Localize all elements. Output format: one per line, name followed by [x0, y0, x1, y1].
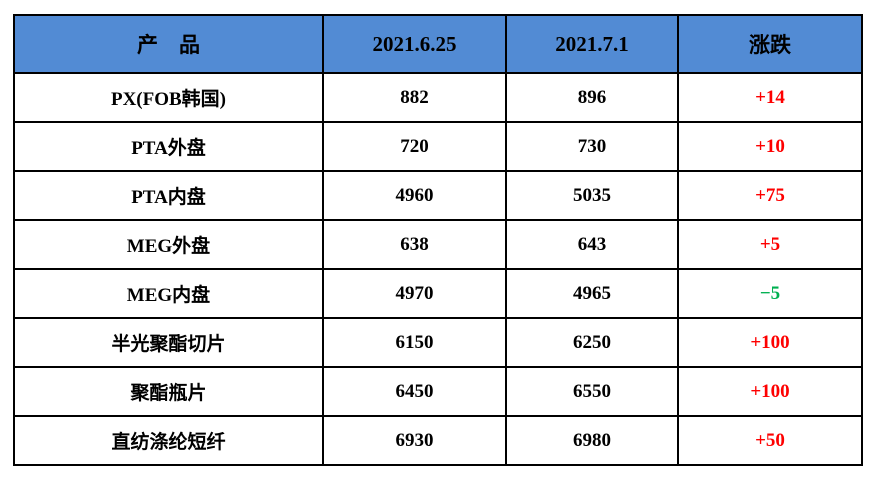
price-0625-cell: 720 — [322, 121, 507, 172]
header-change: 涨跌 — [677, 14, 863, 74]
product-cell: PX(FOB韩国) — [13, 72, 324, 123]
product-cell: 聚酯瓶片 — [13, 366, 324, 417]
product-cell: PTA内盘 — [13, 170, 324, 221]
price-0701-cell: 896 — [505, 72, 679, 123]
product-cell: MEG外盘 — [13, 219, 324, 270]
price-0625-cell: 4970 — [322, 268, 507, 319]
change-cell: +100 — [677, 366, 863, 417]
table-row: PTA外盘 720 730 +10 — [13, 121, 863, 172]
header-date-0625: 2021.6.25 — [322, 14, 507, 74]
price-0625-cell: 6150 — [322, 317, 507, 368]
price-0701-cell: 5035 — [505, 170, 679, 221]
price-0625-cell: 6450 — [322, 366, 507, 417]
price-0625-cell: 638 — [322, 219, 507, 270]
table-row: 半光聚酯切片 6150 6250 +100 — [13, 317, 863, 368]
change-cell: +14 — [677, 72, 863, 123]
change-cell: +5 — [677, 219, 863, 270]
table-row: 聚酯瓶片 6450 6550 +100 — [13, 366, 863, 417]
product-cell: 半光聚酯切片 — [13, 317, 324, 368]
price-0625-cell: 882 — [322, 72, 507, 123]
header-date-0701: 2021.7.1 — [505, 14, 679, 74]
table-row: MEG外盘 638 643 +5 — [13, 219, 863, 270]
price-table: 产 品 2021.6.25 2021.7.1 涨跌 PX(FOB韩国) 882 … — [13, 14, 863, 466]
price-0701-cell: 643 — [505, 219, 679, 270]
price-0701-cell: 6250 — [505, 317, 679, 368]
price-0701-cell: 730 — [505, 121, 679, 172]
price-0625-cell: 6930 — [322, 415, 507, 466]
change-cell: +100 — [677, 317, 863, 368]
product-cell: PTA外盘 — [13, 121, 324, 172]
product-cell: MEG内盘 — [13, 268, 324, 319]
table-row: PX(FOB韩国) 882 896 +14 — [13, 72, 863, 123]
price-0701-cell: 6550 — [505, 366, 679, 417]
change-cell: −5 — [677, 268, 863, 319]
change-cell: +75 — [677, 170, 863, 221]
table-row: PTA内盘 4960 5035 +75 — [13, 170, 863, 221]
price-0625-cell: 4960 — [322, 170, 507, 221]
header-row: 产 品 2021.6.25 2021.7.1 涨跌 — [13, 14, 863, 74]
price-0701-cell: 6980 — [505, 415, 679, 466]
header-product: 产 品 — [13, 14, 324, 74]
change-cell: +10 — [677, 121, 863, 172]
table-row: MEG内盘 4970 4965 −5 — [13, 268, 863, 319]
table-row: 直纺涤纶短纤 6930 6980 +50 — [13, 415, 863, 466]
product-cell: 直纺涤纶短纤 — [13, 415, 324, 466]
price-0701-cell: 4965 — [505, 268, 679, 319]
change-cell: +50 — [677, 415, 863, 466]
